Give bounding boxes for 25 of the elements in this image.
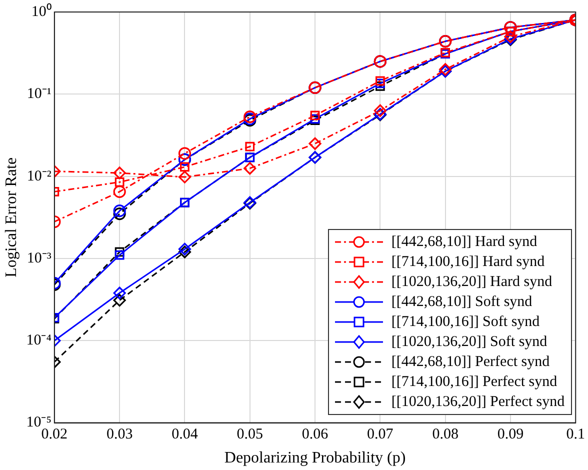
x-tick-label: 0.09 bbox=[497, 426, 524, 443]
legend-label: [[1020,136,20]] Perfect synd bbox=[391, 392, 565, 412]
y-tick-label: 10⁻³ bbox=[26, 250, 52, 266]
x-tick-label: 0.06 bbox=[302, 426, 329, 443]
legend-label: [[442,68,10]] Perfect synd bbox=[391, 352, 550, 372]
x-tick-label: 0.1 bbox=[566, 426, 585, 443]
legend-label: [[714,100,16]] Perfect synd bbox=[391, 372, 558, 392]
y-tick-label: 10⁻¹ bbox=[26, 86, 52, 102]
legend-label: [[714,100,16]] Soft synd bbox=[391, 312, 540, 332]
y-axis-title: Logical Error Rate bbox=[2, 157, 20, 278]
x-tick-label: 0.08 bbox=[432, 426, 458, 443]
legend-label: [[442,68,10]] Soft synd bbox=[391, 292, 532, 312]
y-tick-label: 10⁻² bbox=[26, 168, 52, 184]
x-tick-label: 0.02 bbox=[41, 426, 68, 443]
x-tick-label: 0.03 bbox=[106, 426, 133, 443]
x-tick-label: 0.05 bbox=[236, 426, 264, 443]
legend-label: [[1020,136,20]] Hard synd bbox=[391, 272, 552, 292]
x-tick-label: 0.04 bbox=[172, 426, 198, 443]
legend-label: [[442,68,10]] Hard synd bbox=[391, 232, 538, 252]
legend-label: [[1020,136,20]] Soft synd bbox=[391, 332, 548, 352]
x-axis-title: Depolarizing Probability (p) bbox=[224, 450, 406, 467]
y-tick-label: 10⁻⁴ bbox=[26, 332, 52, 349]
x-tick-label: 0.07 bbox=[367, 426, 394, 443]
legend-label: [[714,100,16]] Hard synd bbox=[391, 252, 545, 272]
y-tick-label: 10⁰ bbox=[31, 2, 52, 20]
